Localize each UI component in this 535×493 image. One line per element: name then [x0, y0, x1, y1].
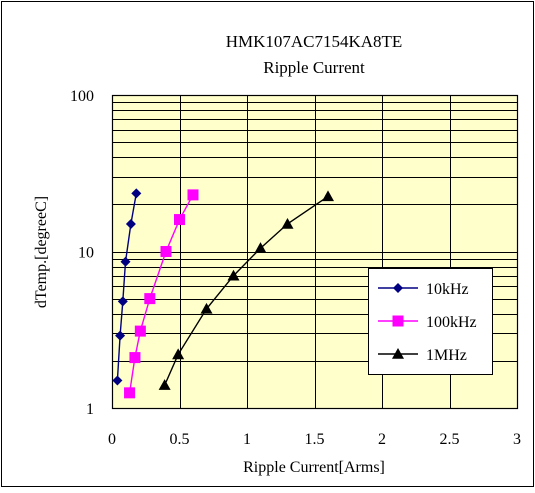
series-line [116, 193, 137, 381]
x-tick-label: 2 [378, 431, 386, 448]
data-point [144, 293, 156, 305]
y-tick-label: 100 [70, 88, 94, 105]
y-axis-label: dTemp.[degreeC] [33, 196, 50, 308]
data-point [187, 189, 199, 201]
data-point [129, 352, 141, 364]
data-point [125, 218, 136, 229]
plot-border [111, 94, 519, 410]
legend-label: 10kHz [426, 281, 469, 298]
data-point [160, 246, 172, 257]
x-tick-label: 1.5 [305, 431, 325, 448]
legend-marker [393, 283, 403, 293]
data-point [322, 190, 334, 202]
data-point [115, 330, 126, 341]
data-point [281, 217, 294, 229]
data-point [174, 214, 185, 226]
x-tick-label: 1 [243, 431, 251, 448]
x-axis-label: Ripple Current[Arms] [243, 459, 385, 476]
data-point [134, 325, 146, 337]
data-point [172, 348, 185, 360]
chart-title: HMK107AC7154KA8TE [226, 32, 403, 51]
x-tick-label: 3 [513, 431, 521, 448]
legend: 10kHz 100kHz 1MHz [368, 268, 493, 375]
legend-marker [392, 348, 404, 359]
data-point [120, 256, 131, 267]
x-tick-label: 0 [108, 431, 116, 448]
data-point [227, 269, 240, 281]
y-tick-label: 10 [78, 245, 94, 262]
series-100khz [124, 189, 199, 399]
data-point [158, 379, 171, 390]
data-point [131, 188, 142, 199]
series-10khz [112, 188, 142, 386]
data-point [117, 296, 128, 307]
x-tick-label: 0.5 [170, 431, 190, 448]
x-tick-label: 2.5 [440, 431, 460, 448]
data-point [254, 242, 267, 253]
legend-label: 100kHz [426, 314, 477, 331]
data-point [112, 375, 123, 386]
data-point [124, 387, 136, 399]
data-point [200, 302, 213, 314]
series-1mhz [158, 190, 334, 390]
legend-label: 1MHz [426, 347, 467, 364]
legend-marker [392, 315, 404, 327]
chart-subtitle: Ripple Current [263, 58, 365, 77]
y-tick-label: 1 [86, 401, 94, 418]
plot-area: 0 0.5 1 1.5 2 2.5 3 1 10 100 [70, 88, 521, 448]
